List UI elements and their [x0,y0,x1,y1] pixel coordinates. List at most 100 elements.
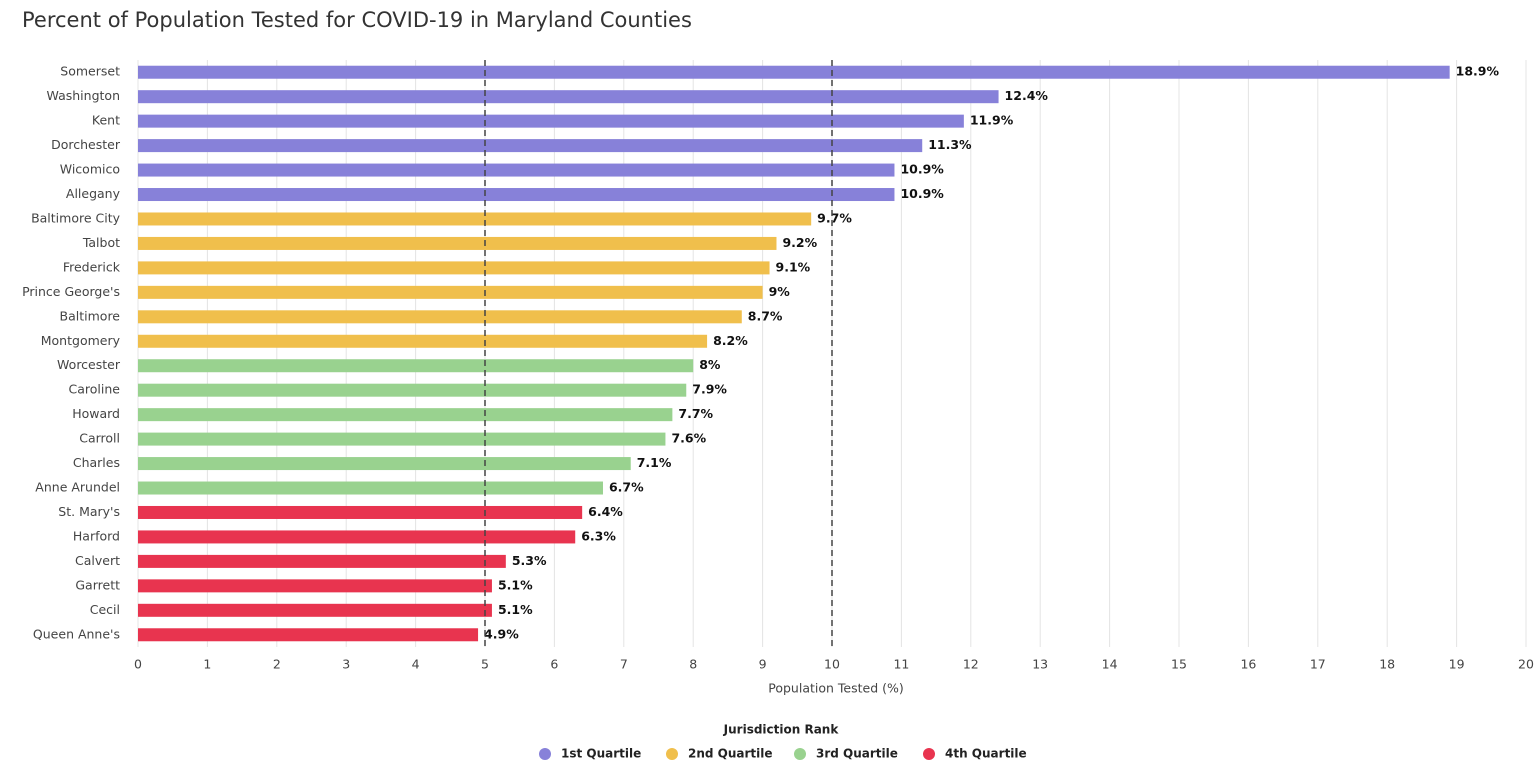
value-label: 6.3% [581,528,616,543]
bar [138,628,479,642]
x-tick-label: 11 [893,657,909,672]
bar [138,579,492,593]
value-label: 9.2% [782,235,817,250]
y-tick-label: St. Mary's [58,504,120,519]
x-tick-label: 15 [1171,657,1187,672]
y-tick-label: Carroll [79,431,120,446]
y-tick-label: Charles [73,455,120,470]
bar [138,188,895,202]
bar [138,457,631,471]
bar [138,310,742,324]
x-tick-label: 20 [1518,657,1534,672]
legend-marker [666,748,678,760]
value-label: 11.3% [928,137,972,152]
bar [138,383,687,397]
bar [138,65,1450,79]
y-tick-label: Calvert [75,553,120,568]
x-tick-label: 6 [550,657,558,672]
chart-title: Percent of Population Tested for COVID-1… [22,8,692,32]
value-label: 6.7% [609,480,644,495]
bar [138,90,999,104]
legend-label: 3rd Quartile [816,747,898,761]
y-tick-label: Montgomery [41,333,121,348]
legend-label: 2nd Quartile [688,747,773,761]
y-tick-label: Harford [73,528,120,543]
value-label: 9.1% [776,259,811,274]
value-label: 4.9% [484,626,519,641]
value-label: 10.9% [900,162,944,177]
value-label: 8.7% [748,308,783,323]
value-label: 9% [769,284,791,299]
bar [138,163,895,177]
value-label: 5.1% [498,602,533,617]
y-tick-label: Queen Anne's [33,626,120,641]
x-tick-label: 7 [620,657,628,672]
value-label: 5.1% [498,577,533,592]
y-tick-label: Talbot [82,235,120,250]
bar [138,481,603,495]
bar [138,359,694,373]
x-tick-label: 17 [1310,657,1326,672]
value-label: 5.3% [512,553,547,568]
x-tick-label: 19 [1449,657,1465,672]
value-label: 18.9% [1456,64,1500,79]
x-tick-label: 9 [759,657,767,672]
value-label: 7.9% [692,382,727,397]
y-tick-label: Somerset [60,64,120,79]
x-tick-label: 4 [412,657,420,672]
y-tick-label: Frederick [63,259,121,274]
legend-label: 4th Quartile [945,747,1027,761]
bar [138,114,964,128]
bar [138,554,506,568]
y-tick-label: Wicomico [60,162,120,177]
x-tick-label: 2 [273,657,281,672]
x-tick-label: 0 [134,657,142,672]
bar [138,212,812,226]
bar [138,334,708,348]
y-tick-label: Kent [92,113,120,128]
x-tick-label: 18 [1379,657,1395,672]
bar [138,505,583,519]
legend-marker [794,748,806,760]
value-label: 12.4% [1005,88,1049,103]
value-label: 8% [699,357,721,372]
x-tick-label: 14 [1102,657,1118,672]
value-label: 6.4% [588,504,623,519]
value-label: 10.9% [900,186,944,201]
y-tick-label: Anne Arundel [35,480,120,495]
y-tick-label: Prince George's [22,284,120,299]
bar [138,285,763,299]
value-label: 7.6% [671,431,706,446]
value-label: 7.7% [678,406,713,421]
x-tick-label: 5 [481,657,489,672]
y-tick-label: Dorchester [51,137,121,152]
bar [138,530,576,544]
y-tick-label: Cecil [90,602,120,617]
bar [138,139,923,153]
x-tick-label: 1 [203,657,211,672]
value-label: 11.9% [970,113,1014,128]
x-tick-label: 13 [1032,657,1048,672]
x-tick-label: 16 [1240,657,1256,672]
value-label: 7.1% [637,455,672,470]
legend-label: 1st Quartile [561,747,641,761]
bar [138,432,666,446]
legend-marker [539,748,551,760]
value-label: 8.2% [713,333,748,348]
x-tick-label: 12 [963,657,979,672]
x-tick-label: 8 [689,657,697,672]
y-tick-label: Allegany [66,186,121,201]
y-tick-label: Baltimore City [31,210,121,225]
y-tick-label: Baltimore [60,308,121,323]
y-tick-label: Worcester [57,357,121,372]
x-tick-label: 3 [342,657,350,672]
bar [138,236,777,250]
bar [138,261,770,275]
y-tick-label: Howard [72,406,120,421]
x-axis-title: Population Tested (%) [768,681,904,696]
y-tick-label: Washington [47,88,120,103]
y-tick-label: Garrett [75,577,120,592]
bar [138,408,673,422]
y-tick-label: Caroline [69,382,121,397]
